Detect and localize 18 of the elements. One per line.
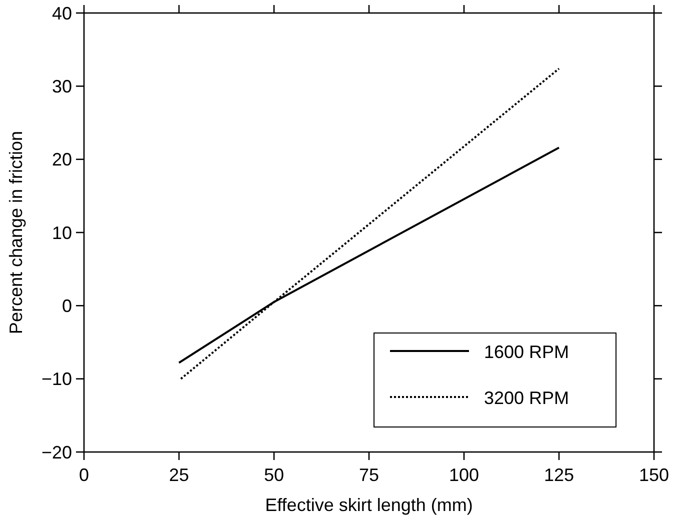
y-tick-label: 20 [52,150,72,170]
x-axis-title: Effective skirt length (mm) [265,495,473,515]
x-tick-label: 125 [544,465,574,485]
x-tick-label: 75 [358,465,380,485]
y-tick-label: −20 [41,442,72,462]
x-tick-label: 100 [448,465,480,485]
y-axis-title: Percent change in friction [6,130,26,334]
x-tick-label: 25 [168,465,190,485]
y-tick-label: 10 [52,222,72,243]
y-tick-label: 40 [52,3,72,24]
y-tick-label: 0 [62,296,72,316]
x-tick-label: 50 [264,465,284,485]
x-tick-label: 150 [638,465,670,485]
legend-label: 1600 RPM [484,342,570,362]
x-tick-label: 0 [78,465,90,485]
legend-label: 3200 RPM [484,388,570,408]
y-tick-label: −10 [41,369,72,390]
y-tick-label: 30 [52,76,72,96]
